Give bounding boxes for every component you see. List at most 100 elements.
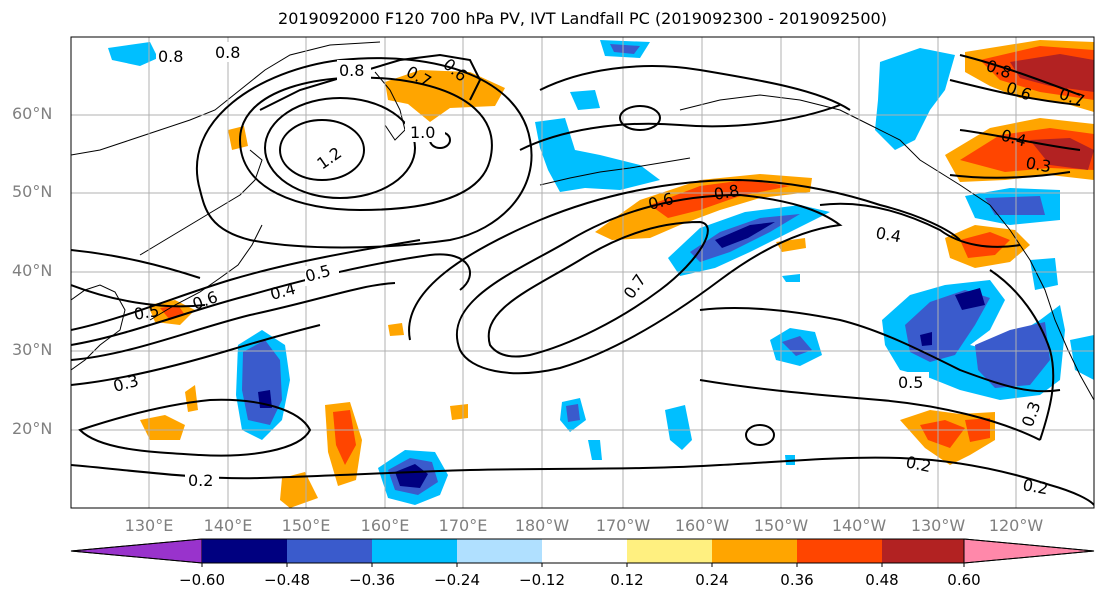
contour-label: 0.2: [1021, 475, 1049, 498]
lon-label-140w: 140°W: [831, 516, 887, 535]
contour-label: 0.2: [188, 471, 213, 490]
lon-label-170e: 170°E: [438, 516, 488, 535]
anomaly-patch-negative: [395, 464, 428, 488]
coastline-china: [71, 284, 126, 371]
colorbar-tick-label: −0.60: [179, 571, 225, 589]
colorbar-tick-label: 0.12: [610, 571, 644, 589]
lon-label-130w: 130°W: [910, 516, 966, 535]
anomaly-patch-positive: [1010, 54, 1094, 92]
anomaly-patch-negative: [985, 196, 1045, 215]
contour-ne-05: [949, 79, 1081, 106]
lon-label-130e: 130°E: [124, 516, 174, 535]
contour-trough-inner: [487, 220, 709, 358]
contour-trough-outer: [408, 178, 961, 341]
contour-03: [71, 324, 321, 386]
anomaly-patch-negative: [108, 42, 158, 66]
anomaly-patch-negative: [570, 90, 600, 110]
contour-e-pac-03: [989, 269, 1055, 441]
contour-label: 1.0: [410, 123, 435, 142]
lat-label-20n: 20°N: [12, 419, 53, 438]
contour-label: 0.5: [132, 301, 160, 324]
anomaly-patch-positive: [450, 404, 468, 420]
anomaly-patch-positive: [920, 420, 965, 448]
anomaly-patch-positive: [1030, 138, 1094, 170]
contour-ne-03: [949, 171, 1071, 179]
lon-label-170w: 170°W: [595, 516, 651, 535]
contour-label: 0.2: [904, 452, 933, 476]
contour-label: 0.3: [1018, 399, 1045, 429]
anomaly-patch-negative: [715, 222, 775, 248]
anomaly-patch-positive: [280, 472, 318, 508]
anomaly-patch-positive: [228, 126, 248, 150]
lat-label-50n: 50°N: [12, 182, 53, 201]
coastline-asia: [71, 41, 381, 156]
colorbar-tick-label: 0.24: [695, 571, 729, 589]
contour-02-south: [71, 456, 1094, 506]
contour-label: 0.3: [1024, 153, 1052, 176]
anomaly-patch-negative: [975, 322, 1050, 388]
contour-label: 0.8: [215, 43, 240, 62]
contour-04: [71, 282, 396, 361]
contour-w-pac-05: [71, 249, 201, 279]
anomaly-patch-negative: [588, 440, 602, 460]
contour-08-north: [259, 53, 482, 111]
colorbar-bin: [797, 539, 882, 563]
contour-05: [71, 253, 471, 346]
contour-small-ne: [619, 105, 661, 131]
lon-label-120w: 120°W: [988, 516, 1044, 535]
coastline-na-west: [989, 204, 1094, 401]
colorbar-tick-label: −0.48: [264, 571, 310, 589]
contour-gulf-alaska: [819, 202, 1021, 248]
anomaly-patch-positive: [140, 415, 185, 440]
contour-label: 0.3: [111, 371, 141, 396]
contour-06-west: [71, 239, 421, 331]
map-title: 2019092000 F120 700 hPa PV, IVT Landfall…: [278, 9, 887, 28]
colorbar-bin: [542, 539, 627, 563]
contour-02-loop: [78, 398, 312, 457]
anomaly-patch-positive: [333, 410, 356, 465]
contour-label: 1.2: [313, 143, 345, 173]
colorbar: [70, 538, 1095, 567]
pv-contours: [71, 53, 1094, 506]
contour-north-pac-2: [519, 104, 841, 151]
colorbar-bin: [372, 539, 457, 563]
coastline-aleutians: [539, 157, 691, 186]
contour-label: 0.4: [874, 223, 902, 246]
anomaly-patch-negative: [875, 48, 955, 150]
contour-12: [279, 119, 365, 181]
contour-label: 0.8: [158, 47, 183, 66]
contour-label: 0.8: [339, 61, 364, 80]
colorbar-extend-high: [963, 538, 1095, 564]
anomaly-patch-positive: [388, 323, 404, 336]
lon-label-150e: 150°E: [281, 516, 331, 535]
colorbar-bin: [627, 539, 712, 563]
coastline-alaska: [679, 94, 991, 206]
lon-label-140e: 140°E: [203, 516, 253, 535]
contour-label: 0.5: [898, 373, 923, 392]
contour-label: 0.4: [268, 279, 298, 304]
lat-label-40n: 40°N: [12, 261, 53, 280]
coastline-japan: [149, 224, 263, 321]
contour-e-pac-05: [699, 307, 1061, 393]
lon-label-160w: 160°W: [674, 516, 730, 535]
shaded-anomalies: [108, 40, 1094, 508]
anomaly-patch-positive: [185, 385, 198, 412]
colorbar-tick-label: 0.60: [947, 571, 981, 589]
anomaly-patch-negative: [920, 332, 932, 346]
anomaly-patch-negative: [782, 274, 800, 282]
colorbar-tick-label: −0.24: [434, 571, 480, 589]
contour-label: 0.7: [620, 271, 650, 303]
contour-trough-mid: [456, 193, 843, 375]
contour-w-pac-06: [71, 284, 206, 308]
anomaly-patch-positive: [960, 232, 1010, 258]
contour-north-pac: [539, 65, 851, 111]
contour-ne-02: [959, 54, 1081, 96]
contour-small-hi: [745, 424, 775, 446]
colorbar-bin: [457, 539, 542, 563]
map-plot-area: 0.8 0.8 0.8 0.7 0.6 1.0 1.2 0.5 0.4 0.6 …: [71, 37, 1094, 508]
lon-label-180w: 180°W: [514, 516, 570, 535]
colorbar-bin: [202, 539, 287, 563]
lat-label-60n: 60°N: [12, 104, 53, 123]
contour-08-loop: [238, 76, 493, 212]
anomaly-patch-negative: [955, 288, 985, 310]
